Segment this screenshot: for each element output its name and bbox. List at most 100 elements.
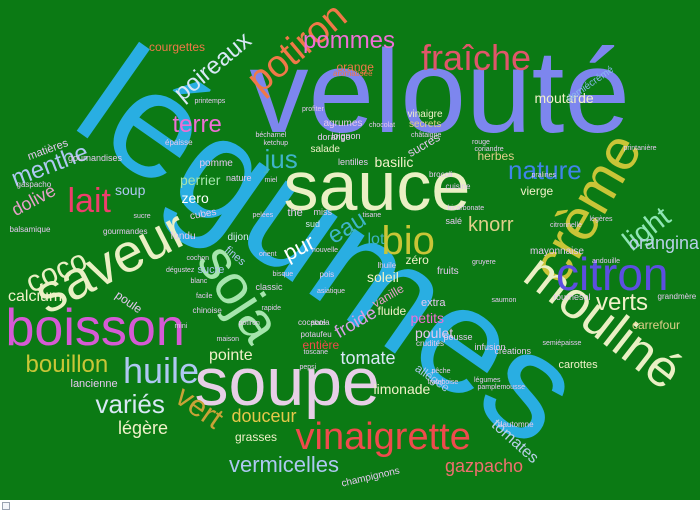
word-printemps: printemps	[194, 97, 226, 105]
word-toscane: toscane	[303, 348, 329, 356]
word-lait: lait	[67, 182, 111, 220]
word-légumes: légumes	[474, 376, 501, 384]
word-moutarde: moutarde	[534, 90, 594, 106]
word-huile: huile	[123, 350, 200, 391]
word-pousse: pousse	[443, 331, 473, 342]
word-framboise: framboise	[427, 378, 459, 386]
word-petits: petits	[410, 310, 444, 326]
word-lancienne: lancienne	[70, 377, 118, 390]
word-orange: orange	[336, 60, 374, 74]
word-vierge: vierge	[520, 184, 554, 198]
word-fraîche: fraîche	[421, 37, 532, 78]
word-classic: classic	[255, 281, 283, 292]
word-grasses: grasses	[235, 430, 278, 444]
word-bouillon: bouillon	[25, 351, 109, 378]
word-sucre: sucre	[133, 212, 151, 220]
word-tisane: tisane	[362, 211, 382, 219]
word-lentilles: lentilles	[338, 156, 369, 167]
word-champignons: champignons	[339, 465, 401, 490]
word-miss: miss	[313, 206, 333, 217]
word-fondu: fondu	[170, 231, 196, 242]
word-vermicelles: vermicelles	[229, 452, 340, 477]
word-plate: plate	[310, 319, 326, 327]
word-dégustez: dégustez	[166, 266, 195, 274]
word-bicarbonate: bicarbonate	[447, 204, 485, 212]
word-fluide: fluide	[377, 304, 407, 318]
horizontal-scrollbar[interactable]	[0, 500, 700, 512]
word-secrets: secrets	[409, 119, 442, 130]
word-salade: salade	[310, 144, 340, 155]
word-légère: légère	[118, 418, 169, 438]
word-mayonnaise: mayonnaise	[530, 246, 584, 257]
word-pommes: pommes	[303, 27, 396, 54]
word-boisson: boisson	[5, 299, 185, 357]
word-créations: créations	[494, 345, 532, 356]
word-jus: jus	[264, 144, 298, 174]
word-mini: mini	[174, 322, 188, 330]
word-tomate: tomate	[340, 348, 396, 368]
word-vinaigrette: vinaigrette	[295, 416, 471, 458]
word-agrumes: agrumes	[323, 118, 363, 129]
word-soupe: soupe	[194, 344, 380, 420]
word-lot: lot	[367, 231, 385, 248]
word-nature: nature	[508, 155, 582, 185]
word-coriandre: coriandre	[474, 145, 504, 153]
word-maison: maison	[216, 335, 240, 343]
word-pamplemousse: pamplemousse	[477, 383, 525, 391]
word-courgettes: courgettes	[149, 40, 206, 54]
word-pelées: pelées	[252, 211, 274, 219]
word-herbes: herbes	[477, 149, 515, 163]
word-dautomne: dautomne	[498, 420, 534, 429]
word-andouille: andouille	[592, 257, 621, 265]
word-cuisine: cuisine	[445, 182, 471, 191]
word-fruits: fruits	[437, 266, 459, 277]
word-rapide: rapide	[261, 304, 281, 312]
word-zéro: zéro	[405, 253, 429, 267]
word-gaspacho: gaspacho	[16, 180, 52, 189]
word-soleil: soleil	[367, 269, 399, 285]
word-crudités: crudités	[416, 339, 445, 348]
word-bisque: bisque	[272, 270, 294, 278]
word-pralines: pralines	[531, 171, 557, 179]
word-nouvelle: nouvelle	[312, 246, 339, 254]
word-terre: terre	[172, 111, 222, 138]
word-cocacola: cocacola	[298, 318, 330, 327]
word-facile: facile	[196, 292, 213, 300]
word-gazpacho: gazpacho	[445, 456, 524, 476]
word-gournandises: gournandises	[68, 152, 123, 163]
word-dorange: dorange	[317, 131, 351, 142]
word-pointe: pointe	[209, 347, 253, 364]
word-châtaigne: châtaigne	[411, 131, 442, 139]
word-potiron: potiron	[238, 319, 260, 327]
word-légères: légères	[589, 215, 613, 223]
word-zero: zero	[181, 190, 209, 206]
word-gruyere: gruyere	[472, 258, 496, 266]
word-verts: verts	[596, 289, 649, 316]
word-pomme: pomme	[199, 158, 233, 169]
word-sud: sud	[305, 218, 321, 229]
word-épaisse: épaisse	[165, 138, 193, 147]
word-cochon: cochon	[186, 254, 210, 262]
word-gourmandes: gourmandes	[103, 227, 148, 236]
word-limonade: limonade	[373, 381, 431, 397]
word-vinaigre: vinaigre	[407, 109, 443, 120]
word-profiter: profiter	[302, 105, 324, 113]
word-citronnelle: citronnelle	[550, 221, 582, 229]
word-semiépaisse: semiépaisse	[542, 339, 582, 347]
scroll-handle-icon[interactable]	[2, 502, 10, 510]
word-chinoise: chinoise	[192, 306, 222, 315]
word-orient: orient	[259, 250, 277, 258]
word-cloud: légumes velouté sauce crème soupe boisson save…	[0, 0, 700, 500]
word-poulet: poulet	[415, 325, 454, 341]
word-calcium: calcium	[8, 288, 63, 305]
word-extra: extra	[421, 296, 446, 309]
word-infusion: infusion	[474, 341, 506, 352]
word-blanc: blanc	[190, 277, 208, 285]
word-saumon: saumon	[491, 296, 517, 304]
word-knorr: knorr	[468, 214, 514, 236]
word-orangina: orangina	[629, 233, 700, 253]
word-rouge: rouge	[472, 138, 490, 146]
word-pepsi: pepsi	[299, 363, 317, 371]
word-asiatique: asiatique	[317, 287, 346, 295]
word-entière: entière	[302, 338, 340, 352]
